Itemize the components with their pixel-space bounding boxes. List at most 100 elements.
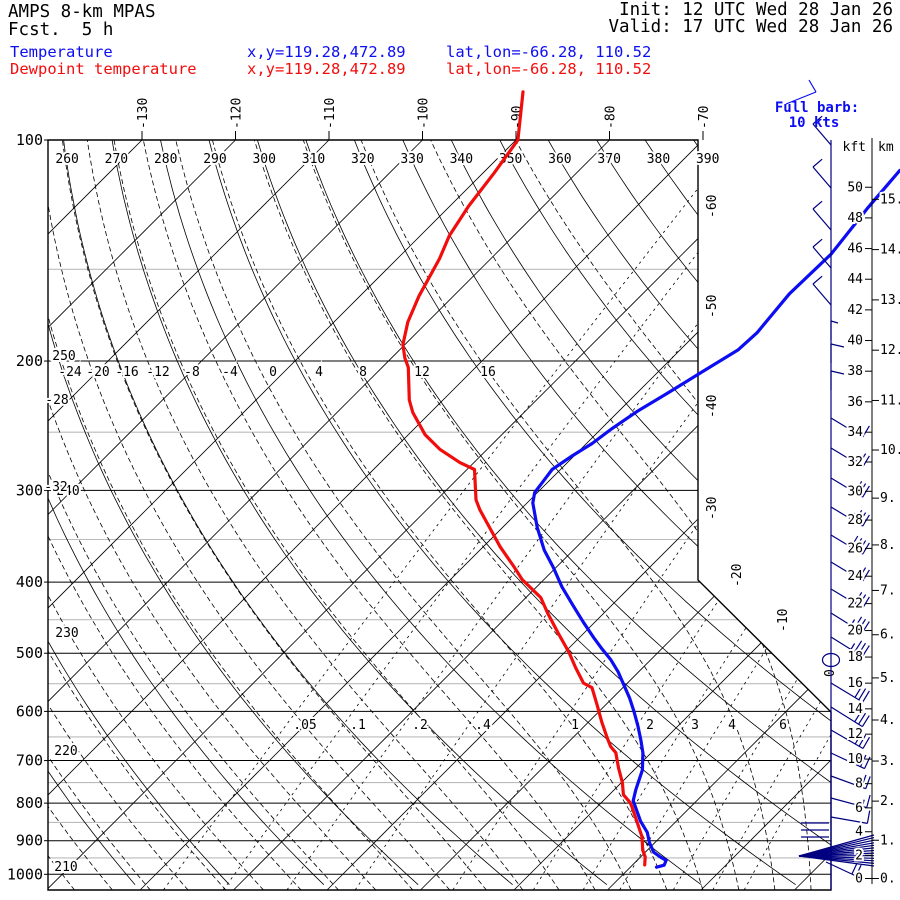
theta-label-top: 340 [450, 152, 473, 167]
kft-tick-label: 10 [847, 752, 863, 767]
moist-adiabat-label: -16 [115, 365, 138, 380]
kft-tick-label: 30 [847, 484, 863, 499]
legend-temperature-label: Temperature [10, 43, 113, 61]
km-tick-label: 8. [880, 538, 896, 553]
pressure-label: 700 [16, 752, 43, 770]
theta-label-top: 270 [105, 152, 128, 167]
full-barb-text-1: Full barb: [775, 100, 859, 116]
temperature-curve [531, 168, 900, 869]
kft-tick-label: 44 [847, 272, 863, 287]
pressure-label: 900 [16, 832, 43, 850]
kft-tick-label: 42 [847, 303, 863, 318]
theta-label-top: 310 [302, 152, 325, 167]
theta-label-top: 280 [154, 152, 177, 167]
pressure-label: 400 [16, 573, 43, 591]
kft-tick-label: 20 [847, 624, 863, 639]
theta-label-top: 330 [400, 152, 423, 167]
kft-tick-label: 0 [855, 871, 863, 886]
km-tick-label: 0. [880, 871, 896, 886]
mixing-ratio-label: 3 [691, 718, 699, 733]
moist-adiabat-label: -20 [86, 365, 109, 380]
pressure-label: 300 [16, 481, 43, 499]
mixing-ratio-label: .1 [350, 718, 366, 733]
km-axis-title: km [878, 140, 894, 155]
theta-label-top: 320 [351, 152, 374, 167]
pressure-label: 800 [16, 794, 43, 812]
isotherm-label-right: -20 [730, 564, 745, 587]
moist-adiabat-label: 4 [315, 365, 323, 380]
theta-label-top: 290 [203, 152, 226, 167]
theta-label-top: 390 [696, 152, 719, 167]
kft-tick-label: 38 [847, 364, 863, 379]
legend-dewpoint-xy: x,y=119.28,472.89 [247, 60, 406, 78]
theta-label-left: 230 [55, 626, 78, 641]
isobar-lines [43, 139, 831, 875]
isotherm-label-right: -30 [705, 497, 720, 520]
kft-tick-label: 8 [855, 777, 863, 792]
legend-temperature-latlon: lat,lon=-66.28, 110.52 [446, 43, 652, 61]
isotherm-label-right: -40 [705, 395, 720, 418]
mixing-ratio-label: .2 [412, 718, 428, 733]
mixing-ratio-label: .05 [293, 718, 316, 733]
kft-tick-label: 12 [847, 727, 863, 742]
kft-tick-label: 6 [855, 801, 863, 816]
isotherm-label-top: -110 [323, 98, 338, 129]
kft-tick-label: 48 [847, 211, 863, 226]
kft-tick-label: 40 [847, 334, 863, 349]
km-tick-label: 7. [880, 583, 896, 598]
full-barb-text-2: 10 kts [789, 115, 840, 131]
km-tick-label: 13. [880, 293, 900, 308]
isotherm-label-top: -130 [136, 98, 151, 129]
kft-tick-label: 36 [847, 395, 863, 410]
isotherm-label-top: -70 [697, 106, 712, 129]
height-scales: kft km02468101214161820222426283032343638… [841, 138, 900, 888]
thermo-lines [48, 140, 831, 890]
full-barb-legend: Full barb:10 kts [775, 79, 859, 131]
theta-label-left: 220 [54, 744, 77, 759]
kft-tick-label: 50 [847, 180, 863, 195]
km-tick-label: 12. [880, 343, 900, 358]
mixing-ratio-label: 2 [646, 718, 654, 733]
model-title: AMPS 8-km MPAS [8, 2, 156, 22]
pressure-label: 1000 [7, 865, 43, 883]
km-tick-label: 1. [880, 833, 896, 848]
kft-tick-label: 16 [847, 676, 863, 691]
pressure-label: 500 [16, 644, 43, 662]
legend-dewpoint-latlon: lat,lon=-66.28, 110.52 [446, 60, 652, 78]
km-tick-label: 4. [880, 713, 896, 728]
km-tick-label: 6. [880, 628, 896, 643]
theta-label-left: 240 [56, 484, 79, 499]
theta-label-top: 300 [252, 152, 275, 167]
kft-tick-label: 2 [855, 848, 863, 863]
isotherm-label-right: -60 [705, 195, 720, 218]
theta-label-left: 250 [52, 349, 75, 364]
kft-tick-label: 22 [847, 597, 863, 612]
isotherm-label-top: -120 [230, 98, 245, 129]
kft-tick-label: 46 [847, 242, 863, 257]
km-tick-label: 2. [880, 794, 896, 809]
moist-adiabat-label: 12 [414, 365, 430, 380]
moist-adiabat-label: -24 [58, 365, 82, 380]
mixing-ratio-label: 1 [571, 718, 579, 733]
pressure-label: 600 [16, 702, 43, 720]
legend-temperature-xy: x,y=119.28,472.89 [247, 43, 406, 61]
wind-barb-column [798, 115, 875, 890]
moist-adiabat-label: 0 [269, 365, 277, 380]
valid-time: Valid: 17 UTC Wed 28 Jan 26 [608, 17, 893, 37]
legend-dewpoint-label: Dewpoint temperature [10, 60, 197, 78]
mixing-ratio-label: 6 [779, 718, 787, 733]
km-tick-label: 11. [880, 393, 900, 408]
km-tick-label: 9. [880, 491, 896, 506]
theta-label-left: 210 [54, 860, 77, 875]
mixing-ratio-label: 4 [728, 718, 736, 733]
moist-adiabat-label-left: -28 [45, 393, 68, 408]
mixing-ratio-label: .4 [475, 718, 491, 733]
moist-adiabat-label: -4 [222, 365, 238, 380]
theta-label-top: 350 [499, 152, 522, 167]
km-tick-label: 15. [880, 192, 900, 207]
km-tick-label: 14. [880, 243, 900, 258]
kft-tick-label: 14 [847, 702, 863, 717]
kft-tick-label: 26 [847, 541, 863, 556]
